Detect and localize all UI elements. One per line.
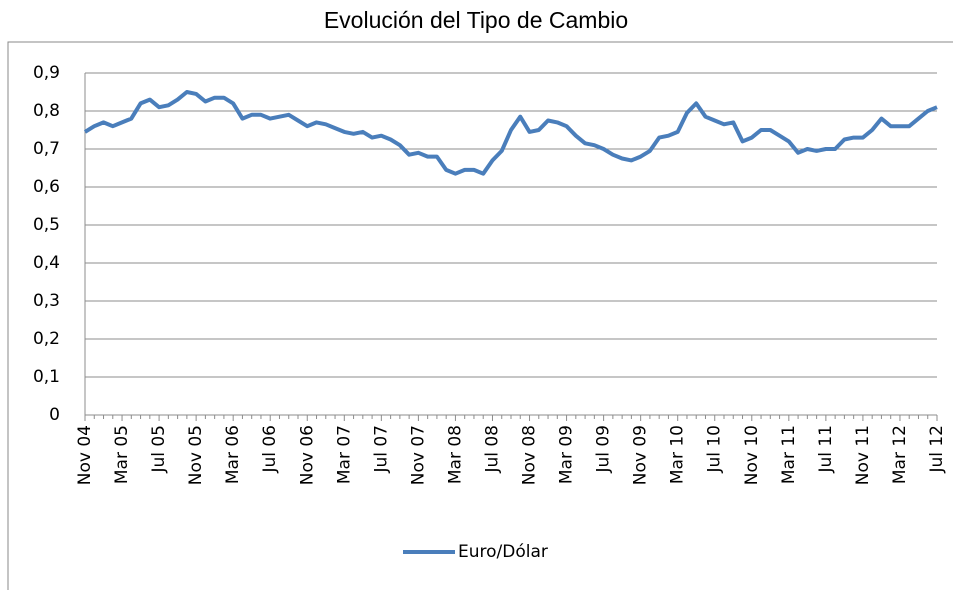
x-tick-label: Jul 07 — [371, 425, 391, 474]
x-tick-label: Jul 05 — [149, 425, 169, 474]
x-tick-label: Mar 06 — [223, 425, 243, 484]
x-tick-label: Mar 07 — [334, 425, 354, 484]
x-tick-label: Jul 09 — [594, 425, 614, 474]
x-tick-label: Nov 08 — [520, 425, 540, 485]
y-tick-label: 0,7 — [33, 139, 60, 159]
chart-frame — [7, 41, 953, 590]
x-tick-label: Mar 05 — [112, 425, 132, 484]
y-tick-label: 0,6 — [33, 177, 60, 197]
y-tick-label: 0,9 — [33, 63, 60, 83]
chart-title: Evolución del Tipo de Cambio — [324, 7, 628, 33]
x-tick-label: Nov 05 — [186, 425, 206, 485]
y-tick-label: 0 — [49, 405, 60, 425]
x-tick-label: Mar 12 — [890, 425, 910, 484]
x-tick-label: Nov 11 — [853, 425, 873, 485]
x-tick-label: Nov 10 — [742, 425, 762, 485]
x-tick-label: Mar 11 — [779, 425, 799, 484]
y-tick-label: 0,3 — [33, 291, 60, 311]
x-tick-label: Nov 09 — [631, 425, 651, 485]
x-tick-label: Mar 09 — [557, 425, 577, 484]
line-series — [83, 90, 938, 176]
x-tick-label: Mar 10 — [668, 425, 688, 484]
x-tick-label: Jul 06 — [260, 425, 280, 474]
x-tick-label: Nov 06 — [297, 425, 317, 485]
legend-label: Euro/Dólar — [458, 542, 548, 562]
x-tick-label: Jul 08 — [482, 425, 502, 474]
x-tick-label: Jul 10 — [705, 425, 725, 474]
y-tick-label: 0,4 — [33, 253, 60, 273]
x-tick-label: Mar 08 — [445, 425, 465, 484]
x-tick-label: Nov 07 — [408, 425, 428, 485]
y-tick-label: 0,8 — [33, 101, 60, 121]
y-tick-label: 0,1 — [33, 367, 60, 387]
y-tick-label: 0,2 — [33, 329, 60, 349]
x-tick-label: Jul 12 — [927, 425, 947, 474]
x-tick-label: Nov 04 — [75, 425, 95, 485]
y-tick-label: 0,5 — [33, 215, 60, 235]
x-tick-label: Jul 11 — [816, 425, 836, 474]
